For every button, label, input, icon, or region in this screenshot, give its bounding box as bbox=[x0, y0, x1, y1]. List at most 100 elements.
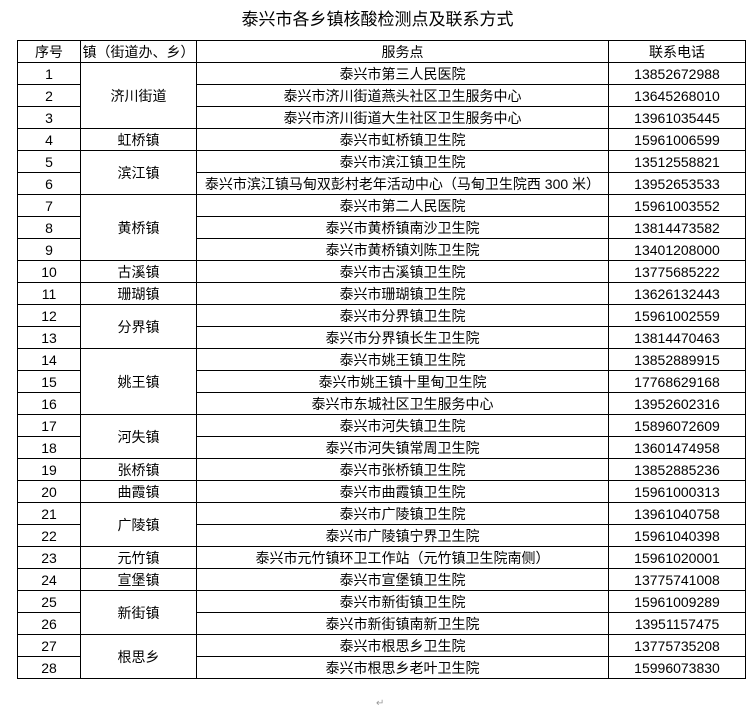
phone-number: 13626132443 bbox=[608, 282, 746, 305]
document-title: 泰兴市各乡镇核酸检测点及联系方式 bbox=[241, 10, 514, 29]
row-number: 15 bbox=[17, 370, 81, 393]
phone-number: 15961000313 bbox=[608, 480, 746, 503]
service-site: 泰兴市宣堡镇卫生院 bbox=[196, 568, 609, 591]
town-cell: 元竹镇 bbox=[80, 546, 197, 569]
service-site: 泰兴市广陵镇卫生院 bbox=[196, 502, 609, 525]
table-row: 20 曲霞镇 泰兴市曲霞镇卫生院 15961000313 bbox=[17, 480, 746, 503]
table-row: 2 泰兴市济川街道燕头社区卫生服务中心 13645268010 bbox=[17, 84, 746, 107]
table-row: 9 泰兴市黄桥镇刘陈卫生院 13401208000 bbox=[17, 238, 746, 261]
table-row: 25 新街镇 泰兴市新街镇卫生院 15961009289 bbox=[17, 590, 746, 635]
phone-number: 17768629168 bbox=[608, 370, 746, 393]
service-site: 泰兴市滨江镇马甸双彭村老年活动中心（马甸卫生院西 300 米） bbox=[196, 172, 609, 195]
table-row: 14 姚王镇 泰兴市姚王镇卫生院 13852889915 bbox=[17, 348, 746, 415]
phone-number: 13852672988 bbox=[608, 62, 746, 85]
phone-number: 15961009289 bbox=[608, 590, 746, 613]
row-number: 17 bbox=[17, 414, 81, 437]
row-number: 28 bbox=[17, 656, 81, 679]
row-number: 18 bbox=[17, 436, 81, 459]
phone-number: 13775685222 bbox=[608, 260, 746, 283]
service-site: 泰兴市元竹镇环卫工作站（元竹镇卫生院南侧） bbox=[196, 546, 609, 569]
phone-number: 15961002559 bbox=[608, 304, 746, 327]
town-cell: 广陵镇 bbox=[80, 502, 197, 547]
town-cell: 黄桥镇 bbox=[80, 194, 197, 261]
header-town: 镇（街道办、乡） bbox=[80, 40, 197, 63]
row-number: 9 bbox=[17, 238, 81, 261]
row-number: 22 bbox=[17, 524, 81, 547]
row-number: 13 bbox=[17, 326, 81, 349]
phone-number: 13814473582 bbox=[608, 216, 746, 239]
row-number: 10 bbox=[17, 260, 81, 283]
table-row: 13 泰兴市分界镇长生卫生院 13814470463 bbox=[17, 326, 746, 349]
phone-number: 15961006599 bbox=[608, 128, 746, 151]
table-row: 21 广陵镇 泰兴市广陵镇卫生院 13961040758 bbox=[17, 502, 746, 547]
town-cell: 虹桥镇 bbox=[80, 128, 197, 151]
table-row: 19 张桥镇 泰兴市张桥镇卫生院 13852885236 bbox=[17, 458, 746, 481]
phone-number: 13645268010 bbox=[608, 84, 746, 107]
row-number: 25 bbox=[17, 590, 81, 613]
town-cell: 姚王镇 bbox=[80, 348, 197, 415]
testing-sites-table: 序号 镇（街道办、乡） 服务点 联系电话 1 济川街道 泰兴市第三人民医院 13852… bbox=[17, 40, 746, 679]
header-phone: 联系电话 bbox=[608, 40, 746, 63]
service-site: 泰兴市根思乡卫生院 bbox=[196, 634, 609, 657]
town-cell: 古溪镇 bbox=[80, 260, 197, 283]
service-site: 泰兴市济川街道燕头社区卫生服务中心 bbox=[196, 84, 609, 107]
row-number: 8 bbox=[17, 216, 81, 239]
header-number: 序号 bbox=[17, 40, 81, 63]
row-number: 16 bbox=[17, 392, 81, 415]
service-site: 泰兴市张桥镇卫生院 bbox=[196, 458, 609, 481]
phone-number: 13775735208 bbox=[608, 634, 746, 657]
row-number: 26 bbox=[17, 612, 81, 635]
table-row: 10 古溪镇 泰兴市古溪镇卫生院 13775685222 bbox=[17, 260, 746, 283]
phone-number: 13961035445 bbox=[608, 106, 746, 129]
town-cell: 新街镇 bbox=[80, 590, 197, 635]
table-body: 1 济川街道 泰兴市第三人民医院 13852672988 2 泰兴市济川街道燕头社区卫生服… bbox=[17, 62, 746, 679]
phone-number: 15996073830 bbox=[608, 656, 746, 679]
town-cell: 济川街道 bbox=[80, 62, 197, 129]
phone-number: 13401208000 bbox=[608, 238, 746, 261]
phone-number: 13852889915 bbox=[608, 348, 746, 371]
service-site: 泰兴市虹桥镇卫生院 bbox=[196, 128, 609, 151]
row-number: 11 bbox=[17, 282, 81, 305]
service-site: 泰兴市珊瑚镇卫生院 bbox=[196, 282, 609, 305]
service-site: 泰兴市根思乡老叶卫生院 bbox=[196, 656, 609, 679]
phone-number: 15961020001 bbox=[608, 546, 746, 569]
row-number: 1 bbox=[17, 62, 81, 85]
town-cell: 河失镇 bbox=[80, 414, 197, 459]
service-site: 泰兴市分界镇卫生院 bbox=[196, 304, 609, 327]
phone-number: 13775741008 bbox=[608, 568, 746, 591]
table-row: 22 泰兴市广陵镇宁界卫生院 15961040398 bbox=[17, 524, 746, 547]
service-site: 泰兴市黄桥镇刘陈卫生院 bbox=[196, 238, 609, 261]
phone-number: 13952653533 bbox=[608, 172, 746, 195]
phone-number: 13512558821 bbox=[608, 150, 746, 173]
phone-number: 15896072609 bbox=[608, 414, 746, 437]
service-site: 泰兴市河失镇卫生院 bbox=[196, 414, 609, 437]
service-site: 泰兴市黄桥镇南沙卫生院 bbox=[196, 216, 609, 239]
table-row: 5 滨江镇 泰兴市滨江镇卫生院 13512558821 bbox=[17, 150, 746, 195]
row-number: 23 bbox=[17, 546, 81, 569]
town-cell: 分界镇 bbox=[80, 304, 197, 349]
table-header-row: 序号 镇（街道办、乡） 服务点 联系电话 bbox=[17, 40, 746, 63]
table-row: 16 泰兴市东城社区卫生服务中心 13952602316 bbox=[17, 392, 746, 415]
table-row: 7 黄桥镇 泰兴市第二人民医院 15961003552 bbox=[17, 194, 746, 261]
service-site: 泰兴市新街镇南新卫生院 bbox=[196, 612, 609, 635]
paragraph-mark: ↵ bbox=[376, 698, 385, 709]
table-row: 11 珊瑚镇 泰兴市珊瑚镇卫生院 13626132443 bbox=[17, 282, 746, 305]
row-number: 7 bbox=[17, 194, 81, 217]
service-site: 泰兴市第二人民医院 bbox=[196, 194, 609, 217]
service-site: 泰兴市姚王镇卫生院 bbox=[196, 348, 609, 371]
service-site: 泰兴市广陵镇宁界卫生院 bbox=[196, 524, 609, 547]
phone-number: 13601474958 bbox=[608, 436, 746, 459]
town-cell: 珊瑚镇 bbox=[80, 282, 197, 305]
table-row: 6 泰兴市滨江镇马甸双彭村老年活动中心（马甸卫生院西 300 米） 13952653… bbox=[17, 172, 746, 195]
header-site: 服务点 bbox=[196, 40, 609, 63]
row-number: 24 bbox=[17, 568, 81, 591]
table-row: 1 济川街道 泰兴市第三人民医院 13852672988 bbox=[17, 62, 746, 129]
phone-number: 13852885236 bbox=[608, 458, 746, 481]
service-site: 泰兴市姚王镇十里甸卫生院 bbox=[196, 370, 609, 393]
row-number: 4 bbox=[17, 128, 81, 151]
table-row: 24 宣堡镇 泰兴市宣堡镇卫生院 13775741008 bbox=[17, 568, 746, 591]
town-cell: 宣堡镇 bbox=[80, 568, 197, 591]
table-row: 23 元竹镇 泰兴市元竹镇环卫工作站（元竹镇卫生院南侧） 15961020001 bbox=[17, 546, 746, 569]
row-number: 14 bbox=[17, 348, 81, 371]
row-number: 3 bbox=[17, 106, 81, 129]
